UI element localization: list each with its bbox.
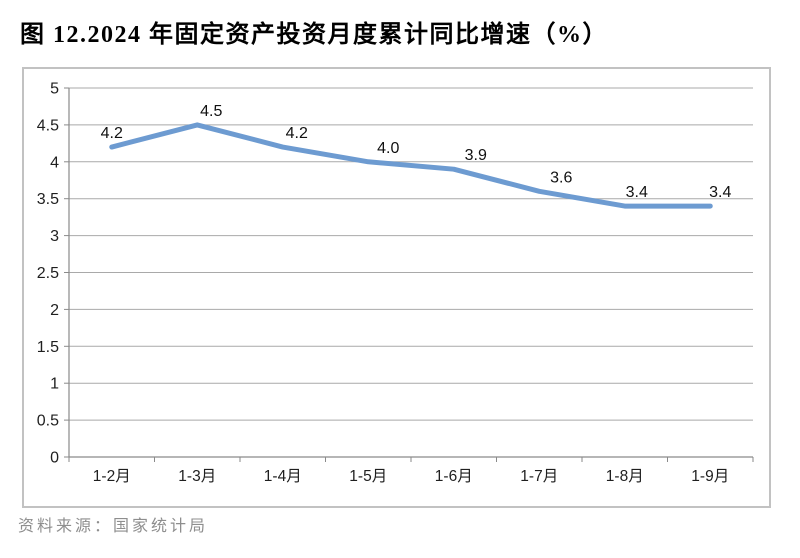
- y-tick-label: 1: [50, 376, 59, 393]
- x-tick-label: 1-6月: [435, 468, 473, 485]
- data-label: 4.0: [377, 140, 399, 157]
- x-tick-label: 1-4月: [264, 468, 302, 485]
- data-label: 4.2: [101, 125, 123, 142]
- chart-canvas: 5 4.5 4 3.5 3 2.5 2 1.5 1 0.5 0 1-2月 1-3月 1-4月 1-5月 1-6…: [37, 81, 754, 485]
- x-tick-label: 1-9月: [691, 468, 729, 485]
- y-tick-label: 4.5: [37, 117, 59, 134]
- data-label: 4.5: [200, 103, 222, 120]
- y-tick-label: 3: [50, 228, 59, 245]
- y-tick-label: 4: [50, 154, 59, 171]
- data-label: 4.2: [286, 125, 308, 142]
- y-tick-label: 1.5: [37, 339, 59, 356]
- x-tick-label: 1-2月: [93, 468, 131, 485]
- chart-frame: 5 4.5 4 3.5 3 2.5 2 1.5 1 0.5 0 1-2月 1-3月 1-4月 1-5月 1-6…: [22, 67, 771, 508]
- data-label: 3.4: [709, 184, 731, 201]
- x-tick-label: 1-8月: [606, 468, 644, 485]
- data-label: 3.4: [626, 184, 648, 201]
- x-tick-label: 1-5月: [349, 468, 387, 485]
- x-tick-label: 1-7月: [520, 468, 558, 485]
- y-tick-label: 2.5: [37, 265, 59, 282]
- y-tick-label: 0: [50, 450, 59, 467]
- data-label: 3.9: [465, 147, 487, 164]
- data-label: 3.6: [550, 169, 572, 186]
- source-note: 资料来源：国家统计局: [18, 518, 209, 535]
- chart-title: 图 12.2024 年固定资产投资月度累计同比增速（%）: [20, 22, 608, 48]
- y-tick-label: 5: [50, 81, 59, 98]
- y-tick-label: 2: [50, 302, 59, 319]
- y-tick-label: 3.5: [37, 191, 59, 208]
- x-tick-label: 1-3月: [178, 468, 216, 485]
- series-line: [109, 122, 713, 209]
- y-tick-label: 0.5: [37, 413, 59, 430]
